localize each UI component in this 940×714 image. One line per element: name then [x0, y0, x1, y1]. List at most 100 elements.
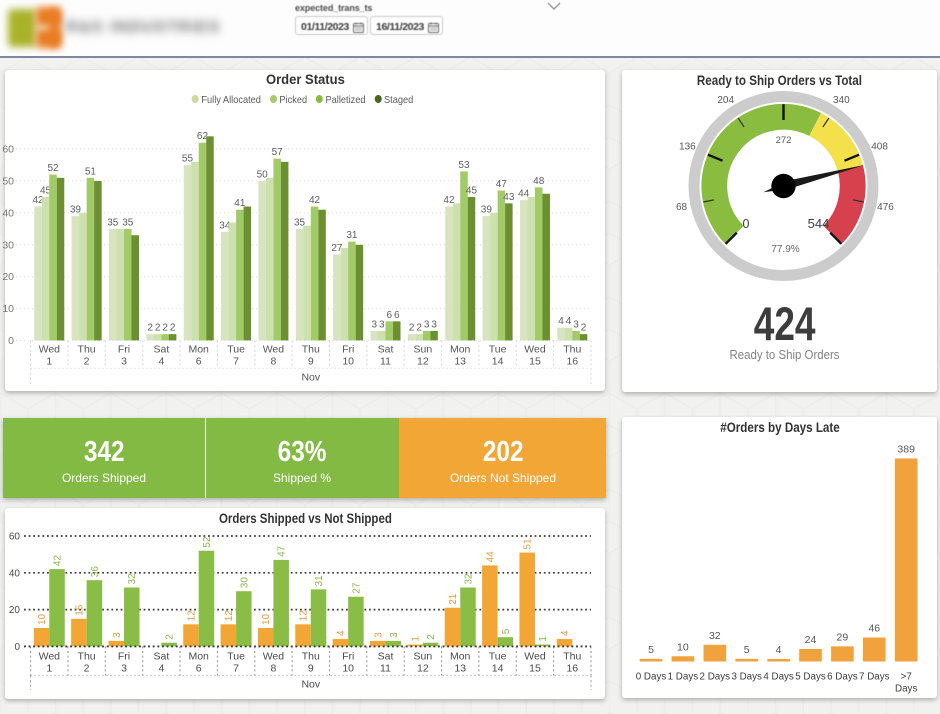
- svg-text:8: 8: [270, 663, 276, 675]
- svg-text:0: 0: [743, 217, 750, 231]
- svg-text:31: 31: [346, 230, 358, 241]
- svg-text:340: 340: [833, 95, 850, 106]
- svg-text:15: 15: [529, 663, 541, 675]
- svg-text:10: 10: [342, 356, 354, 368]
- svg-text:Days: Days: [895, 684, 917, 695]
- svg-text:408: 408: [871, 142, 888, 153]
- svg-text:3: 3: [112, 632, 123, 638]
- svg-text:4: 4: [560, 630, 571, 636]
- svg-text:30: 30: [2, 239, 14, 251]
- svg-text:0 Days: 0 Days: [636, 672, 667, 683]
- svg-text:Mon: Mon: [188, 344, 209, 356]
- svg-text:41: 41: [234, 198, 246, 209]
- svg-text:68: 68: [676, 202, 688, 213]
- svg-text:42: 42: [443, 195, 455, 206]
- svg-text:27: 27: [351, 582, 362, 594]
- svg-text:2: 2: [409, 323, 415, 334]
- svg-text:44: 44: [485, 551, 496, 563]
- svg-text:53: 53: [458, 160, 470, 171]
- svg-text:2: 2: [147, 323, 153, 334]
- svg-text:50: 50: [257, 170, 269, 181]
- svg-text:1: 1: [46, 663, 52, 675]
- svg-text:Nov: Nov: [301, 372, 320, 384]
- svg-text:Sat: Sat: [154, 344, 170, 356]
- svg-text:12: 12: [417, 663, 429, 675]
- svg-text:3: 3: [379, 319, 385, 330]
- svg-text:39: 39: [481, 205, 493, 216]
- svg-text:4: 4: [158, 356, 164, 368]
- svg-text:2: 2: [155, 323, 161, 334]
- svg-text:48: 48: [533, 176, 545, 187]
- svg-text:13: 13: [454, 356, 466, 368]
- svg-text:8: 8: [270, 356, 276, 368]
- svg-text:2: 2: [581, 323, 587, 334]
- svg-text:60: 60: [2, 144, 14, 156]
- svg-text:4: 4: [776, 644, 782, 656]
- svg-text:2: 2: [165, 634, 176, 640]
- svg-text:Tue: Tue: [489, 344, 507, 356]
- svg-text:13: 13: [454, 663, 466, 675]
- svg-text:45: 45: [40, 185, 52, 196]
- svg-text:32: 32: [709, 630, 721, 642]
- svg-text:40: 40: [2, 207, 14, 219]
- svg-text:6 Days: 6 Days: [827, 672, 858, 683]
- svg-text:47: 47: [496, 179, 508, 190]
- svg-text:1: 1: [46, 356, 52, 368]
- svg-text:77.9%: 77.9%: [771, 244, 799, 255]
- svg-text:29: 29: [837, 631, 849, 643]
- svg-text:3: 3: [573, 319, 579, 330]
- svg-text:3: 3: [121, 356, 127, 368]
- svg-text:12: 12: [224, 610, 235, 622]
- svg-text:Fri: Fri: [118, 651, 130, 663]
- svg-text:51: 51: [523, 538, 534, 550]
- svg-text:0: 0: [8, 335, 14, 347]
- svg-text:272: 272: [776, 135, 792, 146]
- svg-text:11: 11: [380, 663, 391, 675]
- svg-text:2: 2: [426, 634, 437, 640]
- svg-text:Wed: Wed: [524, 344, 546, 356]
- svg-text:Thu: Thu: [563, 651, 581, 663]
- svg-text:42: 42: [32, 195, 44, 206]
- svg-text:12: 12: [187, 610, 198, 622]
- svg-text:42: 42: [53, 555, 64, 567]
- svg-text:1 Days: 1 Days: [668, 672, 699, 683]
- svg-text:10: 10: [37, 613, 48, 625]
- svg-text:204: 204: [717, 95, 734, 106]
- svg-text:16: 16: [566, 356, 578, 368]
- svg-text:57: 57: [272, 147, 284, 158]
- svg-text:15: 15: [74, 604, 85, 616]
- svg-text:5 Days: 5 Days: [795, 672, 826, 683]
- svg-text:52: 52: [47, 163, 59, 174]
- svg-text:Wed: Wed: [39, 344, 61, 356]
- svg-text:5: 5: [501, 628, 512, 634]
- svg-text:Fri: Fri: [342, 344, 354, 356]
- svg-text:39: 39: [70, 205, 82, 216]
- svg-text:Wed: Wed: [263, 651, 285, 663]
- svg-text:45: 45: [466, 185, 478, 196]
- svg-text:Thu: Thu: [563, 344, 581, 356]
- svg-text:47: 47: [277, 545, 288, 557]
- svg-text:15: 15: [529, 356, 541, 368]
- svg-text:7 Days: 7 Days: [859, 672, 890, 683]
- svg-text:Wed: Wed: [263, 344, 285, 356]
- svg-text:24: 24: [805, 634, 817, 646]
- svg-text:Mon: Mon: [450, 651, 471, 663]
- svg-text:3: 3: [373, 632, 384, 638]
- svg-text:2: 2: [416, 323, 422, 334]
- svg-text:7: 7: [233, 663, 239, 675]
- svg-text:12: 12: [299, 610, 310, 622]
- svg-text:4: 4: [158, 663, 164, 675]
- svg-text:14: 14: [492, 663, 504, 675]
- svg-text:6: 6: [394, 310, 400, 321]
- svg-text:27: 27: [331, 243, 343, 254]
- svg-text:Sat: Sat: [154, 651, 170, 663]
- svg-text:Fri: Fri: [118, 344, 130, 356]
- svg-text:21: 21: [448, 593, 459, 605]
- svg-text:Tue: Tue: [227, 651, 245, 663]
- svg-text:10: 10: [677, 641, 689, 653]
- svg-text:0: 0: [14, 642, 20, 653]
- svg-text:46: 46: [868, 622, 880, 634]
- svg-text:50: 50: [2, 176, 14, 188]
- svg-text:Sat: Sat: [378, 344, 394, 356]
- svg-text:43: 43: [503, 192, 515, 203]
